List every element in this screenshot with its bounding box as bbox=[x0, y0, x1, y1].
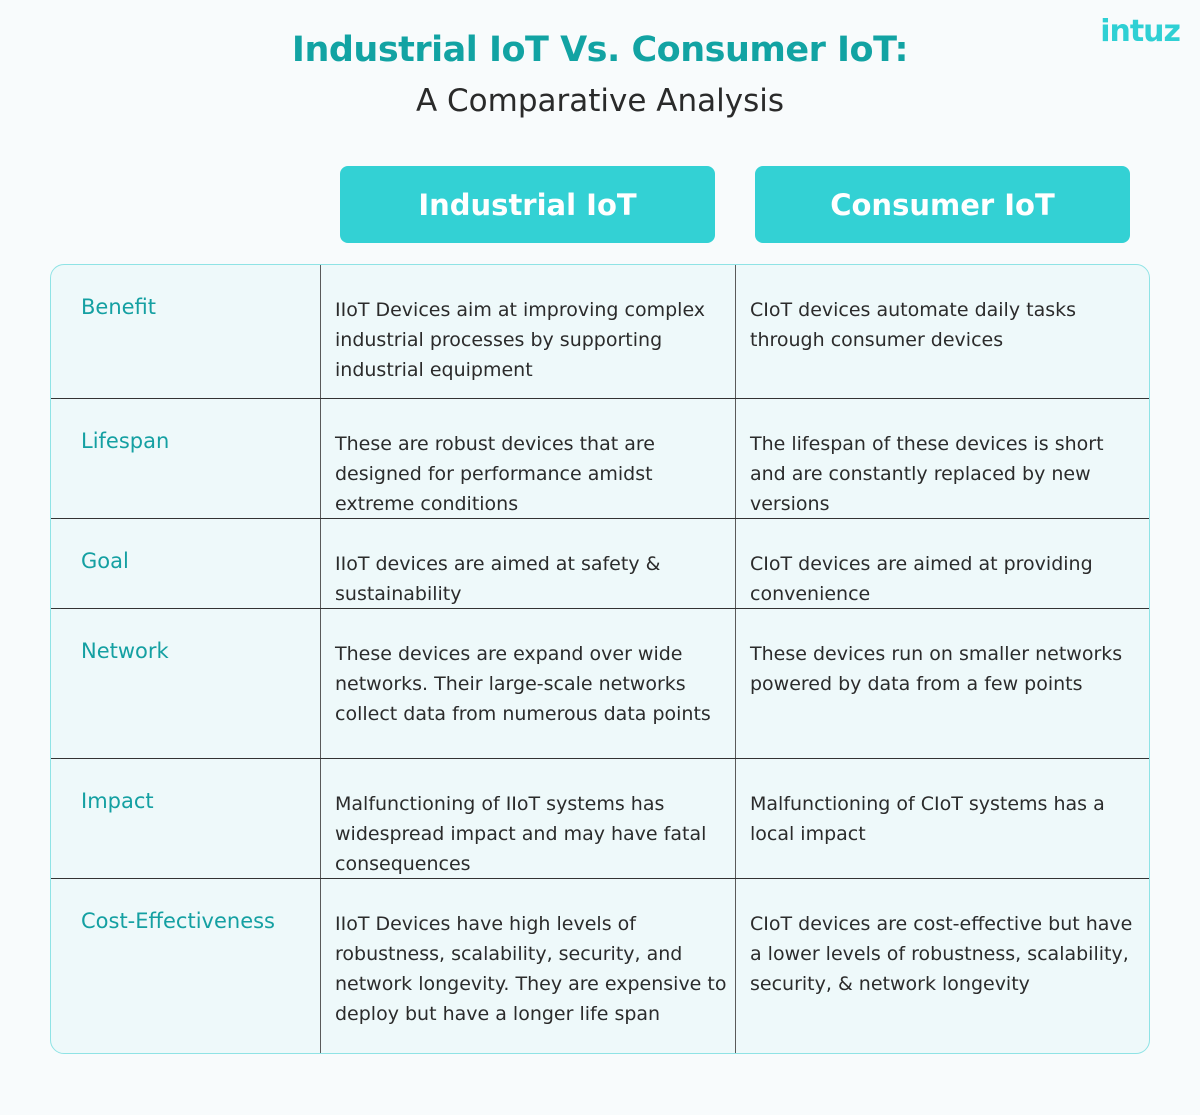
cell-consumer: CIoT devices are cost-effective but have… bbox=[750, 913, 1133, 995]
table-row-cost-effectiveness: Cost-Effectiveness IIoT Devices have hig… bbox=[51, 879, 1149, 1053]
row-label: Cost-Effectiveness bbox=[81, 909, 275, 933]
cell-consumer: The lifespan of these devices is short a… bbox=[750, 433, 1104, 515]
table-row-lifespan: Lifespan These are robust devices that a… bbox=[51, 399, 1149, 519]
cell-industrial: IIoT Devices have high levels of robustn… bbox=[335, 913, 727, 1025]
row-divider bbox=[51, 398, 1149, 399]
cell-industrial: Malfunctioning of IIoT systems has wides… bbox=[335, 793, 707, 875]
row-label: Lifespan bbox=[81, 429, 170, 453]
cell-consumer: CIoT devices automate daily tasks throug… bbox=[750, 299, 1077, 351]
cell-consumer: These devices run on smaller networks po… bbox=[750, 643, 1123, 695]
row-label: Goal bbox=[81, 549, 129, 573]
row-divider bbox=[51, 878, 1149, 879]
cell-industrial: These are robust devices that are design… bbox=[335, 433, 655, 515]
page-title: Industrial IoT Vs. Consumer IoT: bbox=[291, 30, 909, 70]
cell-industrial: These devices are expand over wide netwo… bbox=[335, 643, 711, 725]
page-subtitle: A Comparative Analysis bbox=[415, 83, 785, 119]
intuz-logo: intuz bbox=[1100, 14, 1181, 49]
column-header-consumer-iot: Consumer IoT bbox=[755, 166, 1130, 243]
row-label: Benefit bbox=[81, 295, 157, 319]
cell-consumer: CIoT devices are aimed at providing conv… bbox=[750, 553, 1093, 605]
comparison-table: Benefit IIoT Devices aim at improving co… bbox=[50, 264, 1150, 1054]
row-divider bbox=[51, 758, 1149, 759]
column-divider bbox=[320, 265, 321, 1053]
row-divider bbox=[51, 608, 1149, 609]
row-label: Impact bbox=[81, 789, 154, 813]
table-row-impact: Impact Malfunctioning of IIoT systems ha… bbox=[51, 759, 1149, 879]
cell-industrial: IIoT Devices aim at improving complex in… bbox=[335, 299, 706, 381]
cell-consumer: Malfunctioning of CIoT systems has a loc… bbox=[750, 793, 1105, 845]
row-divider bbox=[51, 518, 1149, 519]
column-header-industrial-iot: Industrial IoT bbox=[340, 166, 715, 243]
table-row-goal: Goal IIoT devices are aimed at safety & … bbox=[51, 519, 1149, 609]
cell-industrial: IIoT devices are aimed at safety & susta… bbox=[335, 553, 661, 605]
row-label: Network bbox=[81, 639, 169, 663]
table-row-benefit: Benefit IIoT Devices aim at improving co… bbox=[51, 265, 1149, 399]
column-divider bbox=[735, 265, 736, 1053]
table-row-network: Network These devices are expand over wi… bbox=[51, 609, 1149, 759]
